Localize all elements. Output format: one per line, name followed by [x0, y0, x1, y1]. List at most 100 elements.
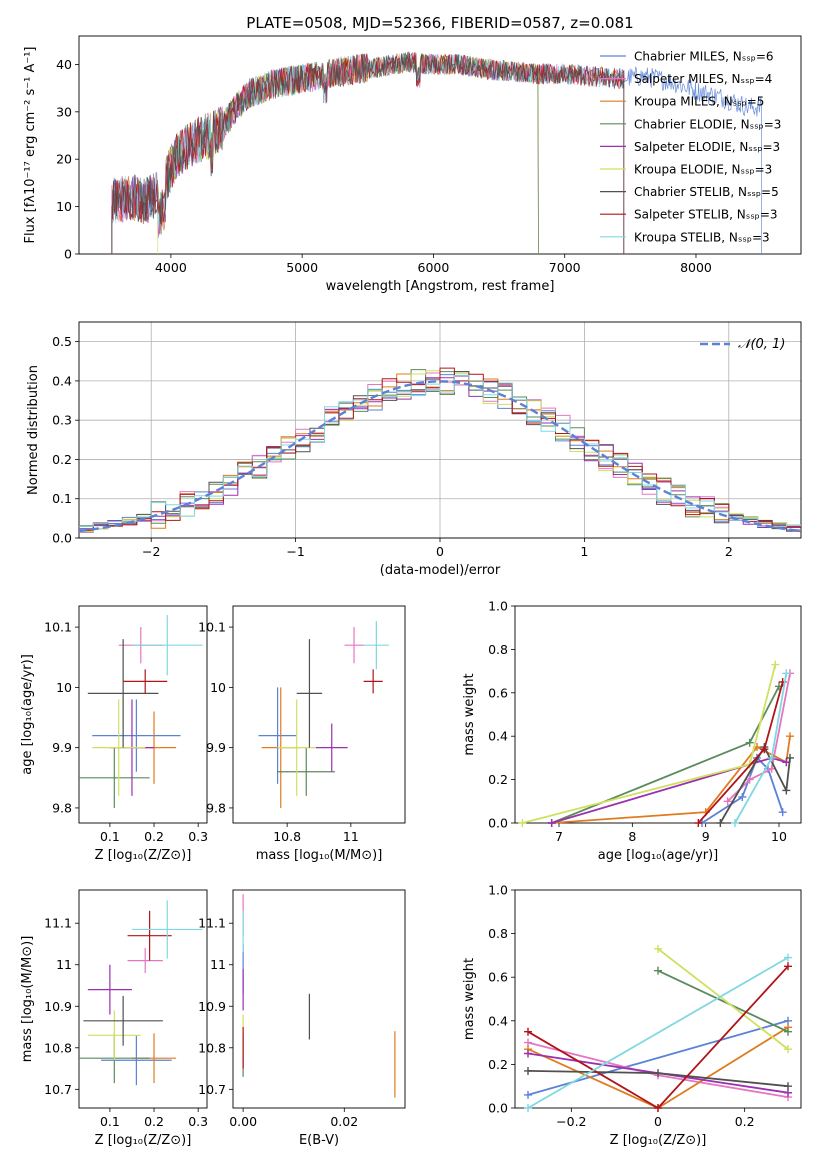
- ebv-vs-mass-frame: [232, 889, 406, 1109]
- data-point-5: [92, 699, 146, 796]
- data-point-8: [131, 615, 203, 676]
- legend-entry: Kroupa STELIB, Nₛₛₚ=3: [634, 230, 770, 244]
- mass-vs-age-frame: [232, 605, 406, 824]
- y-tick-label: 0.0: [52, 531, 72, 546]
- y-tick-label: 0.2: [488, 772, 508, 787]
- legend-entry: Salpeter ELODIE, Nₛₛₚ=3: [634, 140, 780, 154]
- weight-marker: [782, 669, 791, 678]
- age-vs-massweight-frame: [514, 605, 802, 824]
- weight-marker: [547, 819, 556, 827]
- weight-marker: [654, 1104, 662, 1112]
- weight-marker: [782, 786, 791, 795]
- x-tick-label: 0.2: [144, 1114, 164, 1129]
- legend-entry: 𝒩(0, 1): [738, 337, 785, 352]
- y-tick-label: 40: [56, 57, 72, 72]
- data-point-4: [87, 964, 132, 1015]
- y-tick-label: 10: [210, 680, 226, 695]
- x-tick-label: 7: [555, 829, 563, 844]
- weight-marker: [778, 808, 787, 817]
- y-tick-label: 10.8: [44, 1040, 72, 1055]
- y-tick-label: 10: [56, 680, 72, 695]
- legend-entry: Chabrier MILES, Nₛₛₚ=6: [634, 50, 774, 64]
- data-point-6: [87, 639, 159, 748]
- spectrum-axes: 4000 5000 6000 7000 8000 0 10 20 30 40 wavelength …: [23, 35, 802, 294]
- y-tick-label: 0.6: [488, 970, 508, 985]
- data-point-7: [123, 669, 168, 694]
- y-tick-label: 1.0: [488, 883, 508, 898]
- y-tick-label: 10.7: [198, 1082, 226, 1097]
- y-tick-label: 30: [56, 104, 72, 119]
- data-point-7: [127, 910, 172, 961]
- normal-curve: [78, 380, 802, 533]
- data-point-0: [101, 1035, 172, 1086]
- y-axis-label: Flux [fλ10⁻¹⁷ erg cm⁻² s⁻¹ A⁻¹]: [23, 47, 38, 244]
- x-axis-label: E(B-V): [299, 1133, 339, 1148]
- data-point-7: [363, 669, 383, 694]
- data-point-5: [87, 1010, 141, 1061]
- age-vs-massweight-axes: 7 8 9 10 0.0 0.2 0.4 0.6 0.8 1.0 age [log₁₀(age/yr…: [462, 599, 802, 863]
- x-tick-label: 6000: [418, 260, 450, 275]
- y-tick-label: 9.9: [52, 740, 72, 755]
- y-axis-label: mass [log₁₀(M/M⊙)]: [20, 936, 35, 1063]
- weight-marker: [784, 1027, 792, 1036]
- weight-marker: [654, 1069, 662, 1078]
- weight-marker: [767, 753, 776, 762]
- x-axis-label: (data-model)/error: [380, 563, 501, 578]
- ebv-vs-mass-axes: 0.00 0.02 10.7 10.8 10.9 11 11.1 E(B-V): [198, 889, 406, 1148]
- data-point-8: [363, 621, 390, 670]
- x-tick-label: 10.8: [273, 829, 301, 844]
- y-tick-label: 1.0: [488, 599, 508, 614]
- legend-entry: Chabrier STELIB, Nₛₛₚ=5: [634, 185, 779, 199]
- x-axis-label: Z [log₁₀(Z/Z⊙)]: [95, 1133, 192, 1148]
- x-tick-label: 9: [702, 829, 710, 844]
- x-tick-label: −2: [142, 544, 160, 559]
- y-tick-label: 9.9: [206, 740, 226, 755]
- spectrum-frame: [78, 35, 802, 255]
- data-point-8: [131, 900, 203, 959]
- y-tick-label: 20: [56, 152, 72, 167]
- data-point-3: [277, 747, 335, 796]
- weight-marker: [524, 1027, 532, 1036]
- weight-marker: [716, 819, 725, 827]
- y-tick-label: 11: [210, 957, 226, 972]
- weight-marker: [786, 753, 794, 762]
- y-axis-label: mass weight: [462, 958, 477, 1040]
- weight-marker: [771, 660, 780, 669]
- weight-series-3: [551, 685, 780, 824]
- y-tick-label: 9.8: [206, 800, 226, 815]
- weight-marker: [723, 797, 732, 806]
- x-tick-label: 8000: [680, 260, 712, 275]
- x-axis-label: Z [log₁₀(Z/Z⊙)]: [610, 1133, 707, 1148]
- x-tick-label: 4000: [155, 260, 187, 275]
- legend-entry: Chabrier ELODIE, Nₛₛₚ=3: [634, 117, 781, 131]
- weight-marker: [745, 738, 754, 747]
- x-tick-label: 8: [628, 829, 636, 844]
- z-vs-mass-axes: 0.1 0.2 0.3 10.7 10.8 10.9 11 11.1 Z [log₁₀(Z/Z⊙…: [20, 889, 208, 1148]
- weight-marker: [524, 1066, 532, 1075]
- x-axis-label: wavelength [Angstrom, rest frame]: [326, 279, 555, 294]
- y-axis-label: Normed distribution: [26, 365, 41, 495]
- x-tick-label: −1: [286, 544, 304, 559]
- spectrum-series-5: [157, 51, 539, 255]
- weight-marker: [694, 819, 703, 827]
- y-tick-label: 11.1: [44, 916, 72, 931]
- data-point-0: [258, 687, 297, 784]
- weight-marker: [745, 775, 754, 784]
- y-tick-label: 0.3: [52, 413, 72, 428]
- weight-marker: [654, 966, 662, 975]
- y-tick-label: 10: [56, 199, 72, 214]
- weight-marker: [784, 1045, 792, 1054]
- weight-marker: [784, 962, 792, 971]
- x-tick-label: 7000: [549, 260, 581, 275]
- y-tick-label: 0.2: [488, 1057, 508, 1072]
- spectrum-series-6: [111, 51, 625, 255]
- weight-marker: [784, 953, 792, 962]
- legend-entry: Salpeter MILES, Nₛₛₚ=4: [634, 72, 772, 86]
- legend-entry: Kroupa ELODIE, Nₛₛₚ=3: [634, 163, 772, 177]
- y-tick-label: 0.6: [488, 685, 508, 700]
- weight-marker: [654, 944, 662, 953]
- residuals-frame: [78, 321, 802, 539]
- weight-marker: [524, 1090, 532, 1099]
- legend-entry: Kroupa MILES, Nₛₛₚ=5: [634, 95, 764, 109]
- chart-title: PLATE=0508, MJD=52366, FIBERID=0587, z=0…: [246, 14, 633, 32]
